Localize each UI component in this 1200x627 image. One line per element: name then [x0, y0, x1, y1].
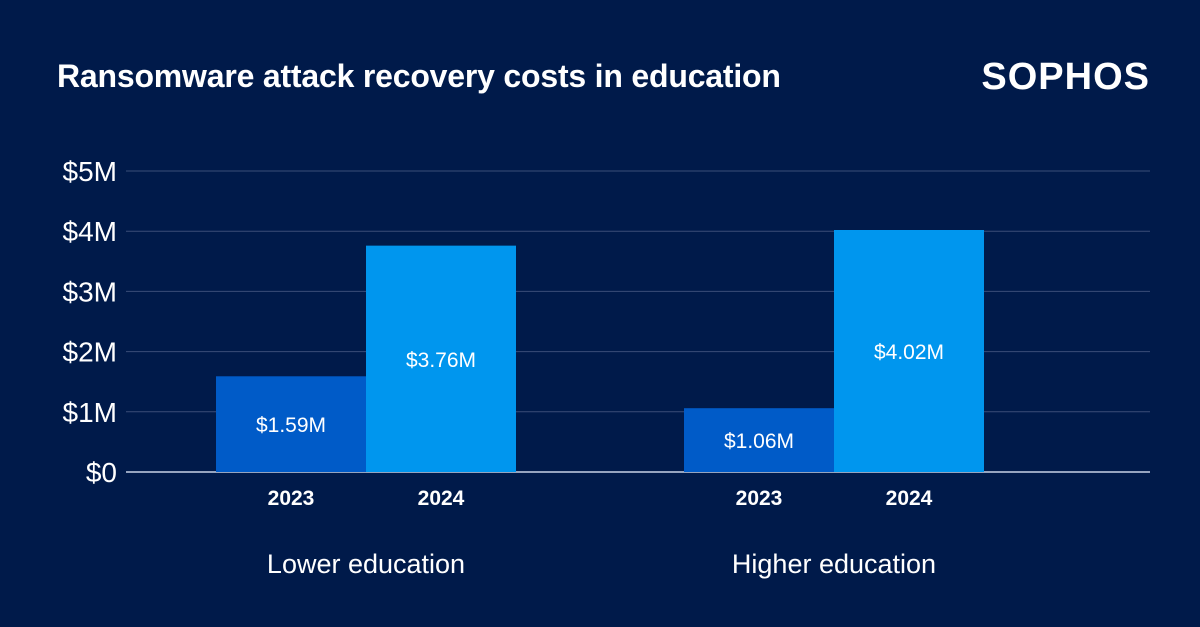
group-label: Higher education: [732, 549, 936, 579]
x-tick-year-label: 2024: [418, 487, 465, 510]
bar-value-label: $1.59M: [256, 414, 326, 437]
bar-value-label: $4.02M: [874, 341, 944, 364]
x-tick-year-label: 2024: [886, 487, 933, 510]
bars: [216, 229, 984, 472]
y-tick-label: $5M: [63, 156, 117, 187]
x-tick-year-label: 2023: [268, 487, 315, 510]
y-tick-label: $1M: [63, 397, 117, 428]
bar-lower-education-2024: [366, 245, 516, 472]
sophos-logo: SOPHOS: [981, 56, 1150, 98]
bar-higher-education-2023: [684, 408, 834, 472]
bar-value-label: $3.76M: [406, 349, 476, 372]
y-axis-ticks: $0 $1M $2M $3M $4M $5M: [63, 156, 117, 488]
y-tick-label: $4M: [63, 216, 117, 247]
chart-title: Ransomware attack recovery costs in educ…: [57, 58, 781, 94]
y-tick-label: $3M: [63, 276, 117, 307]
y-tick-label: $0: [86, 457, 117, 488]
bar-value-label: $1.06M: [724, 430, 794, 453]
x-tick-year-label: 2023: [736, 487, 783, 510]
y-tick-label: $2M: [63, 337, 117, 368]
group-label: Lower education: [267, 549, 465, 579]
bar-higher-education-2024: [834, 229, 984, 472]
bar-lower-education-2023: [216, 376, 366, 472]
labels: $1.59M 2023 $3.76M 2024 Lower education $1.06…: [256, 341, 944, 579]
